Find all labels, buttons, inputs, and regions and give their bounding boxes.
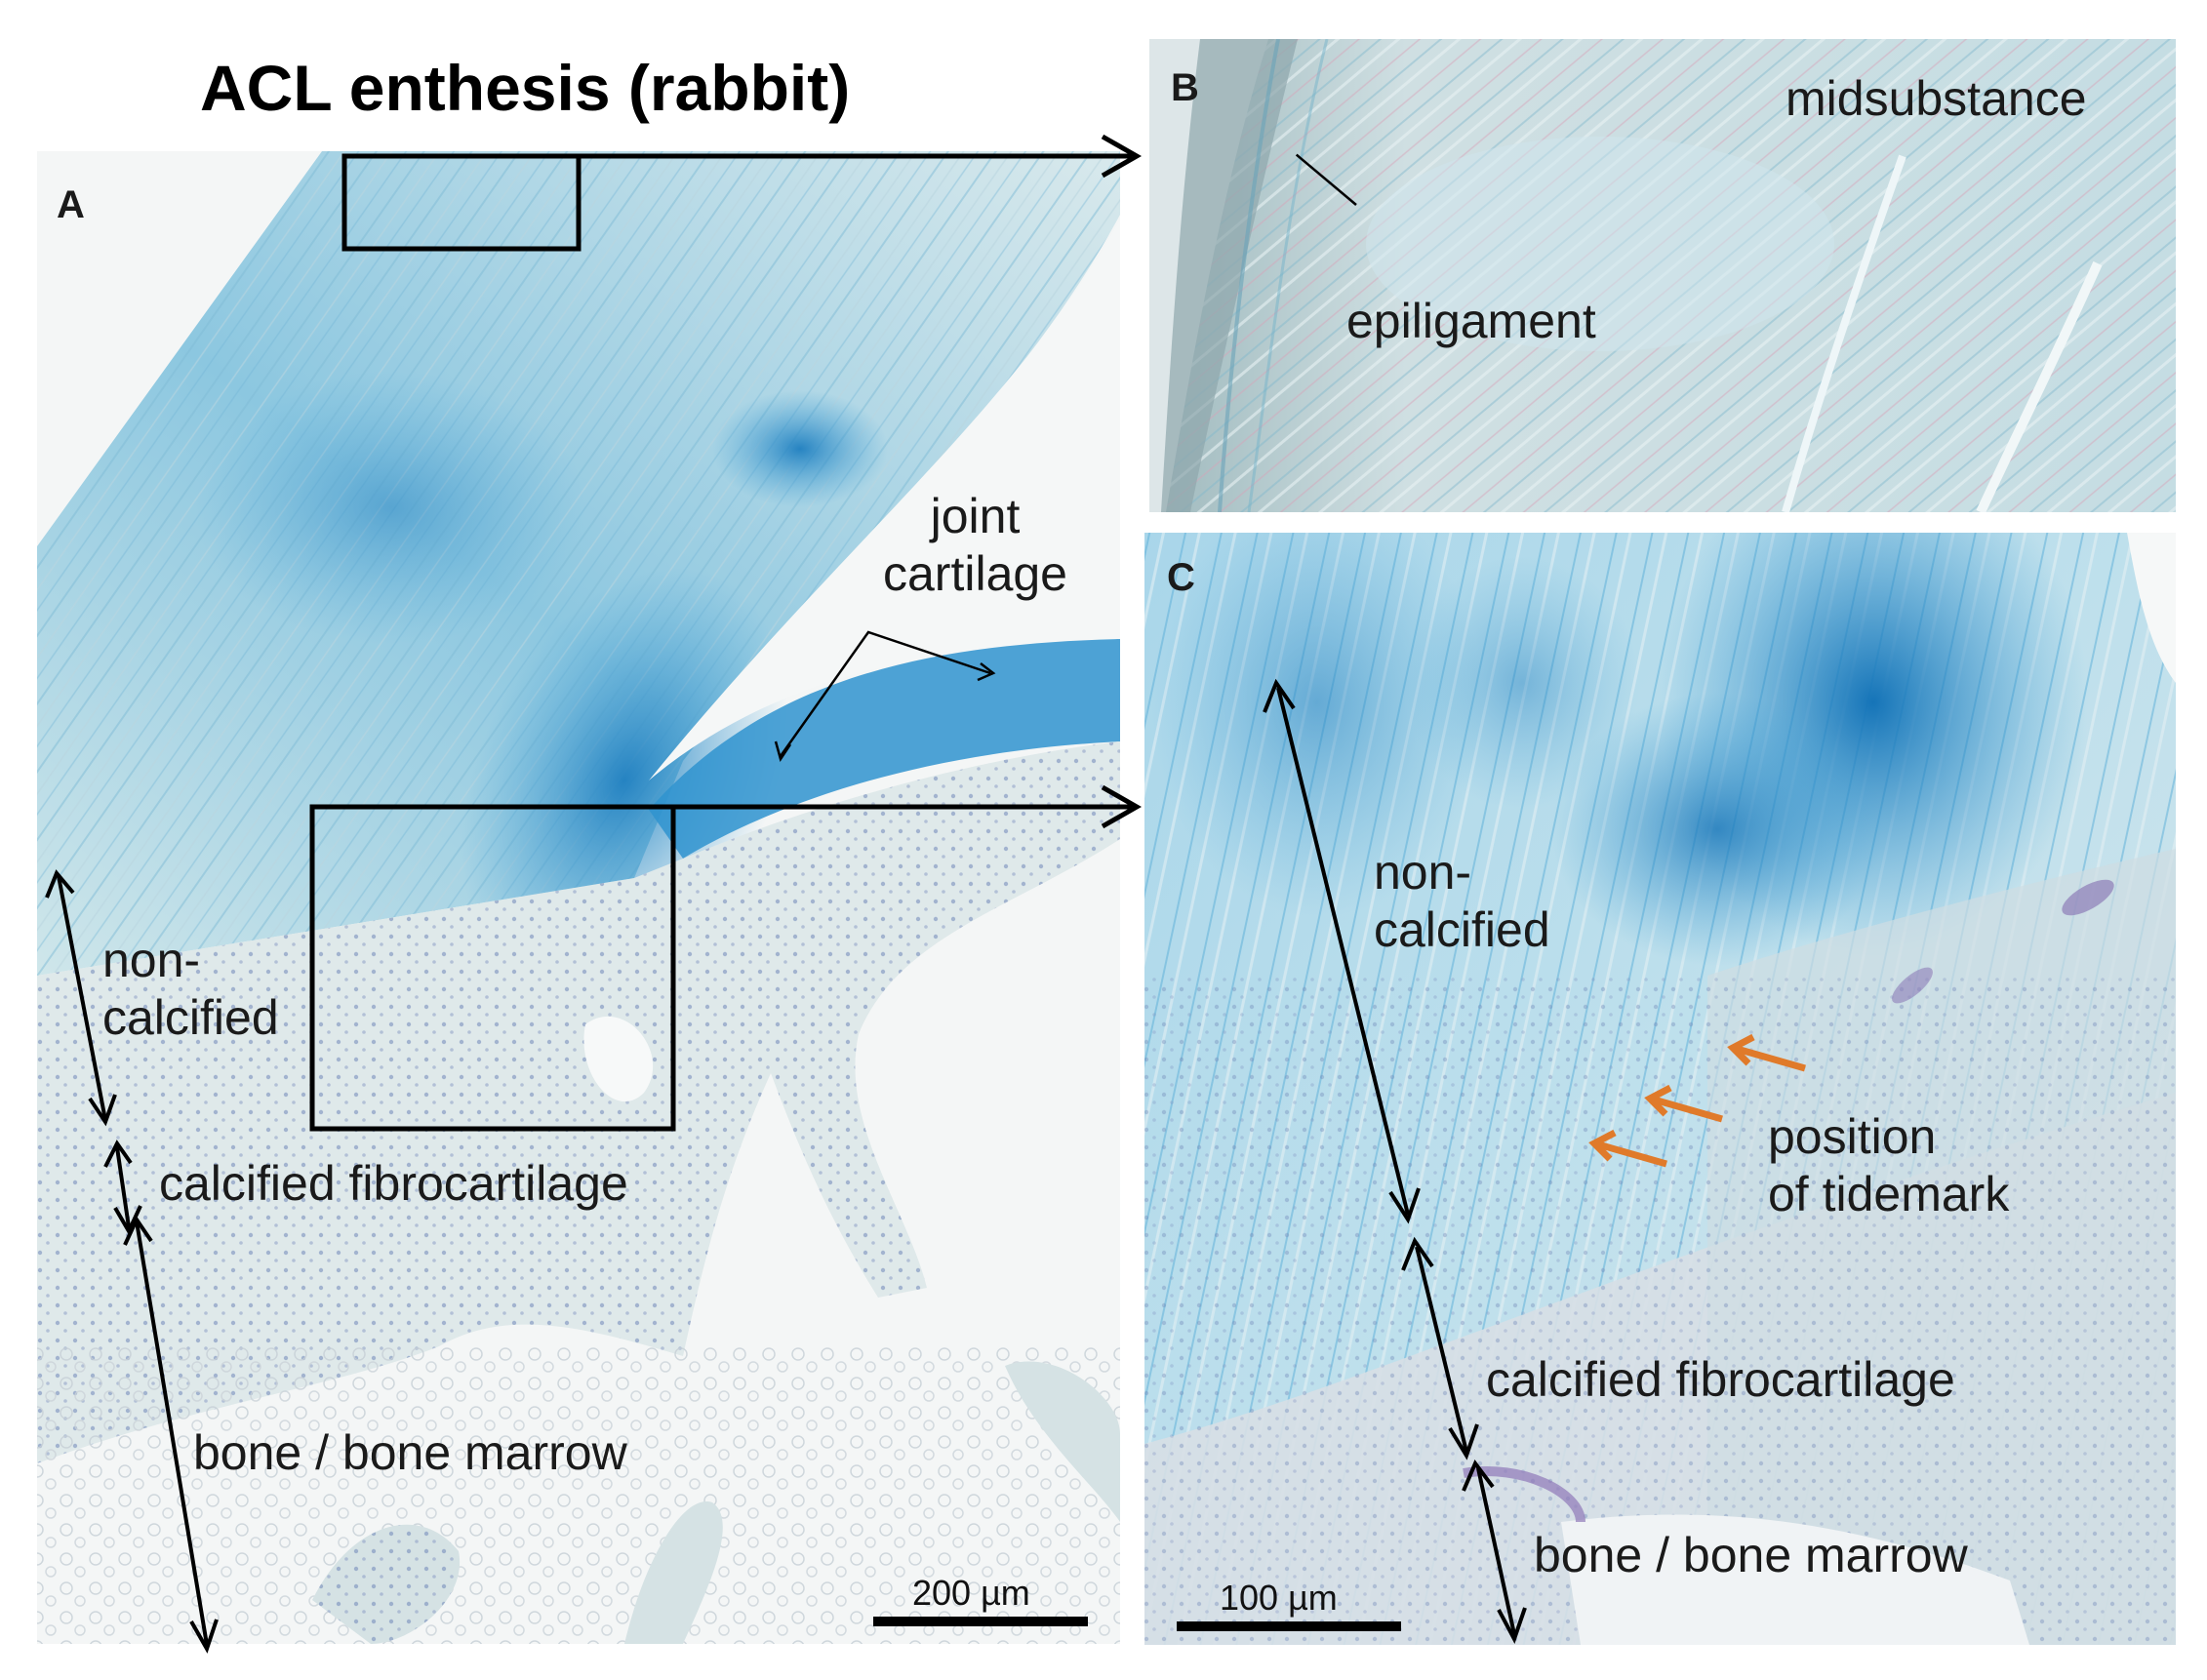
zoom-box-b xyxy=(341,153,582,252)
panel-c-letter: C xyxy=(1167,556,1195,599)
joint-cartilage-label: joint cartilage xyxy=(883,489,1067,601)
panel-a-image xyxy=(37,151,1120,1644)
panel-c-bone-marrow-label: bone / bone marrow xyxy=(1534,1528,1968,1582)
tidemark-label: position of tidemark xyxy=(1768,1109,2010,1221)
joint-cartilage-pointers xyxy=(774,630,996,762)
panel-b-image xyxy=(1149,39,2176,512)
epiligament-pointer xyxy=(1295,153,1357,206)
panel-a-calcified-fibrocartilage-label: calcified fibrocartilage xyxy=(159,1156,628,1211)
panel-b-letter: B xyxy=(1171,66,1199,109)
panel-c-image xyxy=(1144,533,2176,1645)
zoom-arrows xyxy=(579,134,1143,829)
panel-a-bone-marrow-label: bone / bone marrow xyxy=(193,1425,627,1480)
panel-a-letter: A xyxy=(57,183,85,226)
figure-title: ACL enthesis (rabbit) xyxy=(200,52,851,124)
epiligament-label: epiligament xyxy=(1346,294,1596,348)
panel-a-non-calcified-label: non- calcified xyxy=(102,933,279,1045)
panel-c-calcified-fibrocartilage-label: calcified fibrocartilage xyxy=(1486,1352,1955,1407)
tidemark-arrows xyxy=(1588,1033,1806,1168)
panel-c-zone-arrows xyxy=(1263,678,1527,1644)
panel-a-zone-arrows xyxy=(45,869,219,1654)
zoom-box-c xyxy=(309,804,676,1132)
scale-bar-c-label: 100 µm xyxy=(1220,1578,1338,1618)
scale-bar-a-label: 200 µm xyxy=(912,1573,1030,1613)
panel-c-non-calcified-label: non- calcified xyxy=(1374,845,1550,957)
midsubstance-label: midsubstance xyxy=(1786,71,2087,126)
